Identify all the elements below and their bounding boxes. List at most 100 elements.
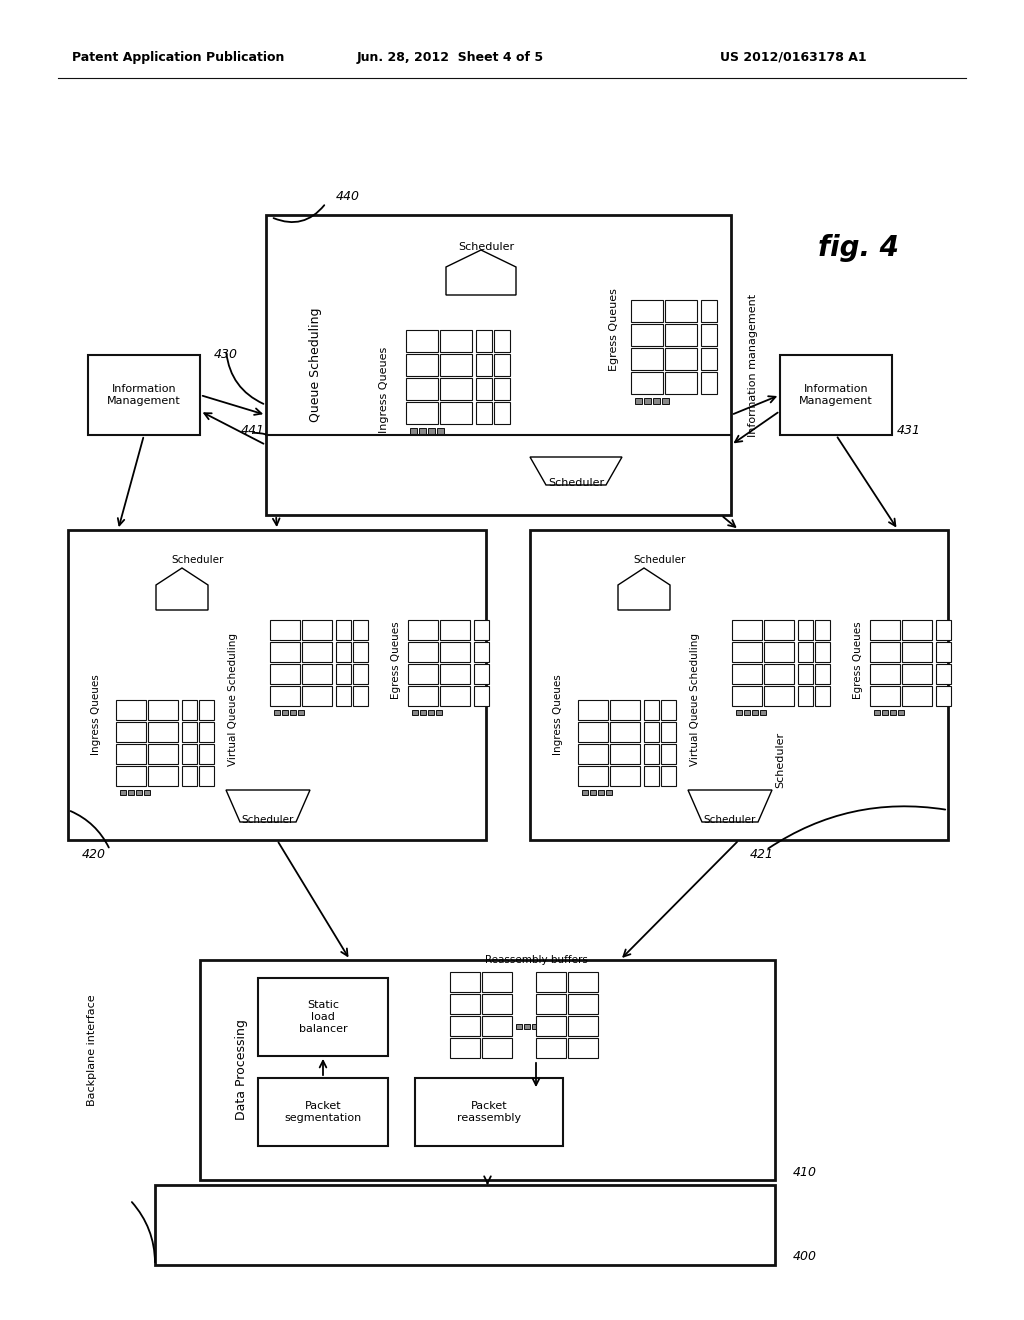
- FancyBboxPatch shape: [662, 766, 676, 785]
- Text: Virtual Queue Scheduling: Virtual Queue Scheduling: [228, 634, 238, 767]
- Text: Scheduler: Scheduler: [242, 814, 294, 825]
- Text: Ingress Queues: Ingress Queues: [91, 675, 101, 755]
- FancyBboxPatch shape: [298, 710, 304, 715]
- FancyBboxPatch shape: [530, 531, 948, 840]
- Text: Virtual Queue Scheduling: Virtual Queue Scheduling: [690, 634, 700, 767]
- FancyBboxPatch shape: [440, 330, 472, 352]
- FancyBboxPatch shape: [450, 972, 480, 993]
- FancyBboxPatch shape: [408, 686, 438, 706]
- FancyBboxPatch shape: [266, 215, 731, 515]
- FancyBboxPatch shape: [474, 686, 489, 706]
- FancyBboxPatch shape: [578, 722, 608, 742]
- FancyBboxPatch shape: [532, 1024, 538, 1030]
- FancyBboxPatch shape: [882, 710, 888, 715]
- Text: Ingress Queues: Ingress Queues: [379, 347, 389, 433]
- FancyBboxPatch shape: [353, 664, 368, 684]
- FancyBboxPatch shape: [336, 664, 351, 684]
- Text: 430: 430: [214, 348, 238, 362]
- FancyBboxPatch shape: [732, 642, 762, 663]
- FancyBboxPatch shape: [482, 972, 512, 993]
- FancyBboxPatch shape: [406, 403, 438, 424]
- FancyBboxPatch shape: [353, 620, 368, 640]
- Text: Patent Application Publication: Patent Application Publication: [72, 50, 285, 63]
- FancyBboxPatch shape: [290, 710, 296, 715]
- FancyBboxPatch shape: [578, 700, 608, 719]
- FancyBboxPatch shape: [644, 399, 651, 404]
- FancyBboxPatch shape: [610, 700, 640, 719]
- Text: 410: 410: [793, 1166, 817, 1179]
- FancyBboxPatch shape: [536, 1016, 566, 1036]
- FancyBboxPatch shape: [815, 620, 830, 640]
- FancyBboxPatch shape: [631, 323, 663, 346]
- FancyBboxPatch shape: [200, 960, 775, 1180]
- FancyBboxPatch shape: [902, 686, 932, 706]
- FancyBboxPatch shape: [420, 710, 426, 715]
- FancyBboxPatch shape: [440, 642, 470, 663]
- FancyBboxPatch shape: [199, 744, 214, 764]
- FancyBboxPatch shape: [536, 994, 566, 1014]
- Text: Information
Management: Information Management: [799, 384, 872, 405]
- FancyBboxPatch shape: [440, 378, 472, 400]
- FancyBboxPatch shape: [870, 686, 900, 706]
- FancyBboxPatch shape: [116, 766, 146, 785]
- FancyBboxPatch shape: [732, 664, 762, 684]
- FancyBboxPatch shape: [898, 710, 904, 715]
- FancyBboxPatch shape: [302, 642, 332, 663]
- FancyBboxPatch shape: [182, 744, 197, 764]
- FancyBboxPatch shape: [631, 372, 663, 393]
- FancyBboxPatch shape: [902, 664, 932, 684]
- Text: Scheduler: Scheduler: [458, 242, 514, 252]
- Text: Backplane interface: Backplane interface: [87, 994, 97, 1106]
- Text: 440: 440: [336, 190, 360, 203]
- FancyBboxPatch shape: [336, 620, 351, 640]
- FancyBboxPatch shape: [270, 642, 300, 663]
- FancyBboxPatch shape: [815, 686, 830, 706]
- FancyBboxPatch shape: [116, 744, 146, 764]
- FancyBboxPatch shape: [701, 372, 717, 393]
- FancyBboxPatch shape: [436, 710, 442, 715]
- Text: Scheduler: Scheduler: [172, 554, 224, 565]
- Text: Static
load
balancer: Static load balancer: [299, 1001, 347, 1034]
- FancyBboxPatch shape: [408, 664, 438, 684]
- Text: Queue Scheduling: Queue Scheduling: [309, 308, 323, 422]
- FancyBboxPatch shape: [736, 710, 742, 715]
- FancyBboxPatch shape: [874, 710, 880, 715]
- FancyBboxPatch shape: [450, 994, 480, 1014]
- FancyBboxPatch shape: [644, 744, 659, 764]
- FancyBboxPatch shape: [902, 620, 932, 640]
- FancyBboxPatch shape: [644, 722, 659, 742]
- Text: Reassembly buffers: Reassembly buffers: [484, 954, 588, 965]
- FancyBboxPatch shape: [440, 403, 472, 424]
- FancyBboxPatch shape: [199, 700, 214, 719]
- FancyBboxPatch shape: [128, 789, 134, 795]
- FancyBboxPatch shape: [662, 744, 676, 764]
- FancyBboxPatch shape: [476, 330, 492, 352]
- FancyBboxPatch shape: [116, 722, 146, 742]
- FancyBboxPatch shape: [474, 642, 489, 663]
- FancyBboxPatch shape: [701, 300, 717, 322]
- FancyBboxPatch shape: [136, 789, 142, 795]
- Polygon shape: [226, 789, 310, 822]
- FancyBboxPatch shape: [631, 300, 663, 322]
- FancyBboxPatch shape: [155, 1185, 775, 1265]
- Text: Information management: Information management: [748, 293, 758, 437]
- FancyBboxPatch shape: [662, 399, 669, 404]
- FancyBboxPatch shape: [524, 1024, 530, 1030]
- FancyBboxPatch shape: [428, 710, 434, 715]
- FancyBboxPatch shape: [516, 1024, 522, 1030]
- FancyBboxPatch shape: [494, 330, 510, 352]
- Text: Scheduler: Scheduler: [548, 478, 604, 488]
- FancyBboxPatch shape: [764, 664, 794, 684]
- FancyBboxPatch shape: [701, 348, 717, 370]
- FancyBboxPatch shape: [408, 620, 438, 640]
- FancyBboxPatch shape: [606, 789, 612, 795]
- FancyBboxPatch shape: [494, 378, 510, 400]
- FancyBboxPatch shape: [412, 710, 418, 715]
- FancyBboxPatch shape: [798, 686, 813, 706]
- Polygon shape: [446, 249, 516, 294]
- FancyBboxPatch shape: [476, 354, 492, 376]
- FancyBboxPatch shape: [764, 642, 794, 663]
- FancyBboxPatch shape: [815, 664, 830, 684]
- Text: Packet
reassembly: Packet reassembly: [457, 1101, 521, 1123]
- FancyBboxPatch shape: [437, 428, 444, 434]
